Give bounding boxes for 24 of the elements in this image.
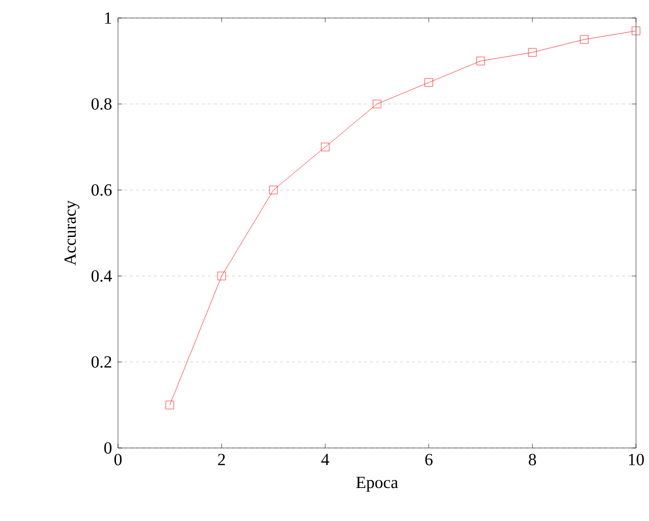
x-tick-label: 2	[218, 454, 225, 466]
x-tick-label: 6	[425, 454, 433, 466]
y-tick-label: 0.2	[92, 356, 112, 368]
y-tick-label: 0.8	[92, 98, 112, 110]
y-tick-label: 0	[104, 442, 112, 454]
x-tick-label: 10	[628, 454, 644, 466]
x-tick-label: 8	[528, 454, 536, 466]
x-tick-label: 4	[321, 454, 330, 466]
point	[372, 100, 382, 108]
x-axis-title: Epoca	[356, 476, 398, 492]
y-tick-label: 1	[105, 12, 112, 24]
point	[476, 56, 485, 66]
point	[217, 272, 226, 280]
point	[580, 35, 588, 44]
point	[321, 142, 330, 152]
y-tick-label: 0.6	[92, 184, 112, 196]
point	[528, 48, 537, 57]
point	[424, 78, 433, 87]
y-axis-title: Accuracy	[64, 200, 80, 266]
point	[166, 400, 174, 410]
y-tick-label: 0.4	[92, 270, 112, 282]
point	[632, 26, 640, 36]
x-tick-label: 0	[114, 454, 122, 466]
point	[269, 186, 278, 194]
